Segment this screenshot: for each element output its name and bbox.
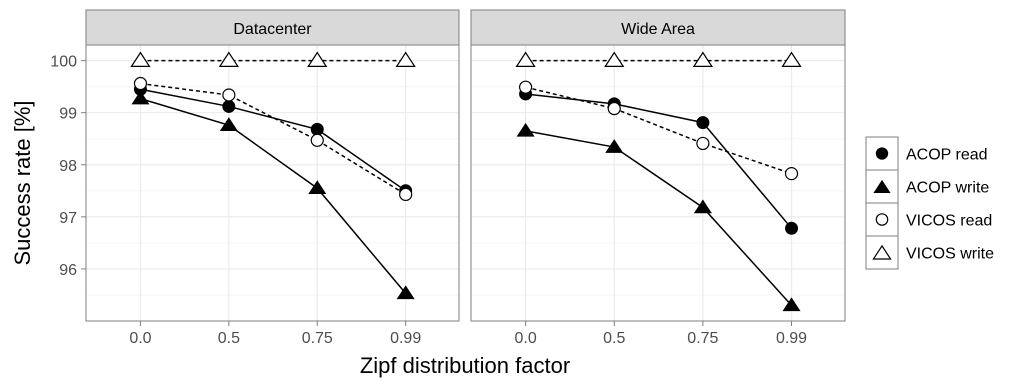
y-tick-label: 98 [59,158,77,175]
data-point-acop-read [222,99,236,113]
data-point-vicos-write [604,51,625,67]
legend-label: VICOS read [906,213,992,230]
data-point-acop-write [219,117,238,131]
y-tick-label: 97 [59,210,77,227]
legend-label: ACOP read [906,147,988,164]
data-point-vicos-write [307,51,328,67]
data-point-acop-write [693,199,712,214]
panel-border [470,44,846,322]
x-tick-label: 0.99 [776,330,807,347]
y-tick-label: 100 [50,54,77,71]
data-point-vicos-read [696,136,710,151]
data-point-vicos-read [519,80,533,94]
data-point-vicos-read [133,76,148,91]
data-point-acop-write [516,122,535,137]
series-line-acop-write [140,97,407,294]
legend-label: ACOP write [906,180,989,197]
data-point-vicos-write [692,51,713,67]
legend-marker [873,179,891,193]
series-line-acop-write [525,130,793,306]
facet-title: Datacenter [233,21,312,38]
x-axis-label: Zipf distribution factor [360,353,570,378]
plot-panel [471,45,845,321]
legend-key [865,202,899,237]
x-tick-label: 0.0 [129,330,151,347]
panel-border [85,44,460,322]
data-point-vicos-read [607,101,621,116]
x-tick-label: 0.75 [302,330,333,347]
data-point-vicos-write [515,51,536,67]
series-line-vicos-read [140,82,407,196]
data-point-vicos-write [218,51,239,67]
data-point-acop-write [308,180,327,194]
data-point-acop-write [131,90,150,105]
x-tick-label: 0.99 [390,330,421,347]
x-tick-label: 0.75 [687,330,718,347]
y-axis-label: Success rate [%] [10,100,35,265]
data-point-acop-write [396,285,415,300]
data-point-vicos-write [781,51,802,67]
x-tick-label: 0.0 [514,330,536,347]
facet-title: Wide Area [621,21,695,38]
data-point-vicos-read [310,133,324,147]
data-point-vicos-read [222,88,236,102]
legend-marker [875,147,889,160]
x-tick-label: 0.5 [218,330,240,347]
y-tick-label: 96 [59,262,77,279]
series-line-acop-read [525,93,793,229]
y-tick-label: 99 [59,106,77,123]
facet-strip [470,9,846,46]
facet-strip [85,9,460,46]
data-point-acop-write [605,139,624,153]
data-point-acop-read [785,221,799,235]
x-tick-label: 0.5 [603,330,625,347]
series-line-acop-read [140,88,407,192]
data-point-vicos-read [784,167,799,181]
data-point-acop-write [782,297,801,312]
data-point-vicos-read [399,187,413,202]
data-point-vicos-write [395,51,416,67]
data-point-acop-read [310,122,324,136]
data-point-vicos-write [130,51,151,67]
series-line-vicos-read [525,86,792,175]
legend-marker [875,213,889,226]
legend-marker [872,244,892,260]
legend-label: VICOS write [906,246,994,263]
data-point-acop-read [696,116,710,130]
